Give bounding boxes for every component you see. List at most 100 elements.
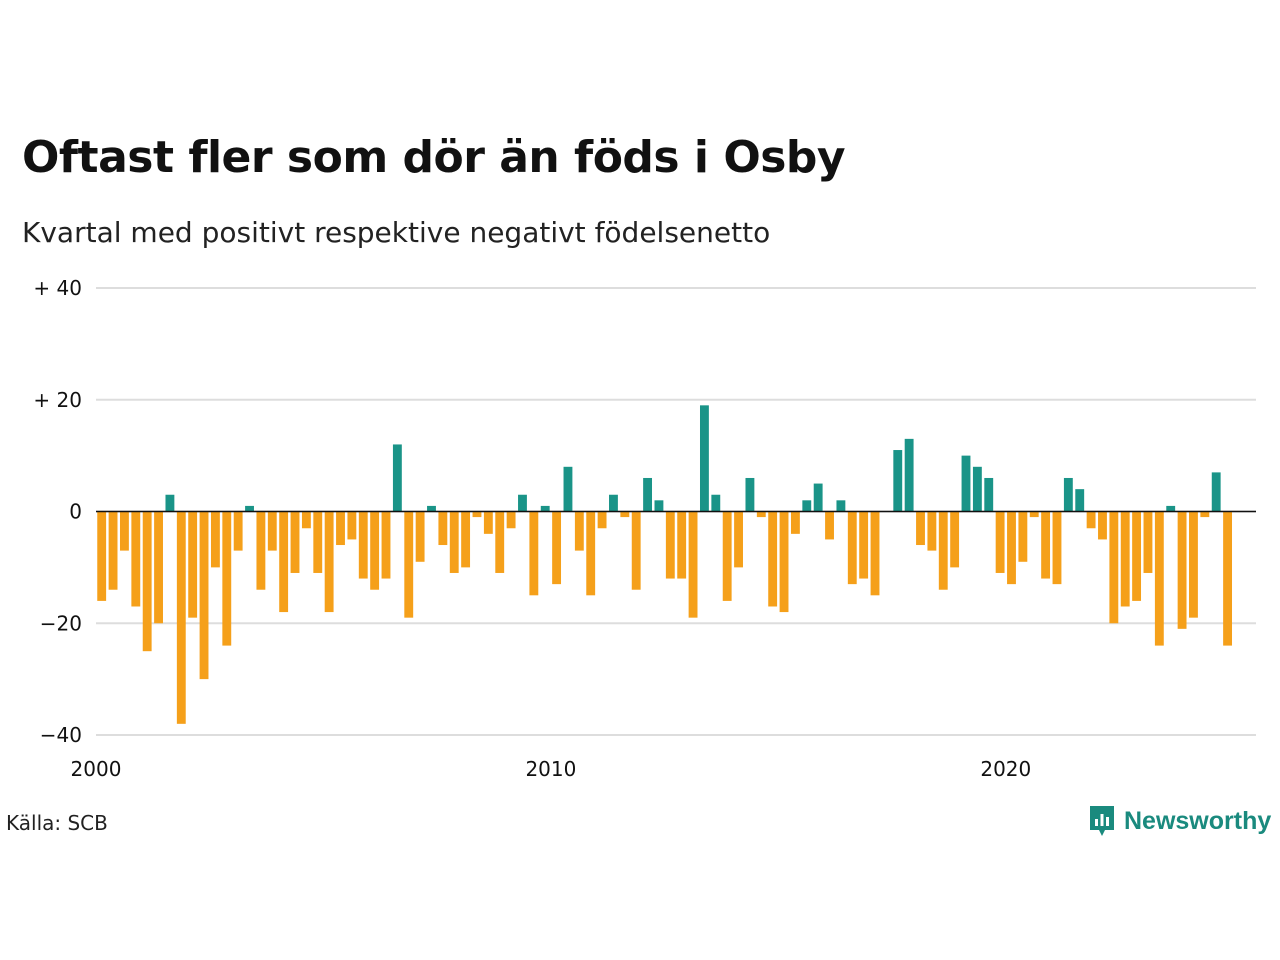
- bar: [415, 511, 425, 562]
- bar: [1052, 511, 1062, 585]
- bars: [97, 405, 1233, 724]
- bar: [995, 511, 1005, 573]
- bar: [938, 511, 948, 590]
- bar: [1109, 511, 1119, 624]
- bar: [188, 511, 198, 618]
- chart-title: Oftast fler som dör än föds i Osby: [22, 132, 846, 183]
- source-note: Källa: SCB: [6, 811, 108, 835]
- bar: [916, 511, 925, 546]
- bar: [688, 511, 698, 618]
- bar: [825, 511, 834, 540]
- bar: [438, 511, 448, 546]
- bar: [483, 511, 493, 534]
- bar: [461, 511, 471, 568]
- bar: [1063, 477, 1073, 512]
- x-tick-label: 2010: [525, 757, 576, 781]
- bar: [984, 477, 994, 512]
- bar: [802, 500, 812, 512]
- bar: [313, 511, 323, 573]
- bar: [847, 511, 857, 585]
- bar: [449, 511, 459, 573]
- bar: [790, 511, 800, 534]
- bar: [643, 477, 653, 512]
- brand-logo: Newsworthy: [1088, 804, 1271, 838]
- bar: [722, 511, 732, 601]
- bar: [358, 511, 368, 579]
- bar: [574, 511, 584, 551]
- bar: [165, 494, 175, 512]
- bar: [620, 511, 630, 518]
- bar: [1120, 511, 1130, 607]
- x-tick-label: 2000: [71, 757, 122, 781]
- bar: [813, 483, 823, 512]
- bar-chart: + 40 + 20 0 −20 −40 2000 2010 2020: [33, 276, 1256, 781]
- bar: [563, 466, 573, 512]
- bar: [256, 511, 266, 590]
- bar: [1018, 511, 1028, 562]
- bar: [711, 494, 721, 512]
- bar: [154, 511, 163, 624]
- bar: [290, 511, 300, 573]
- bar: [495, 511, 505, 573]
- bar: [859, 511, 869, 579]
- bar: [506, 511, 516, 529]
- bar: [779, 511, 789, 613]
- bar: [756, 511, 766, 518]
- bar: [699, 405, 709, 512]
- bar: [1211, 472, 1221, 512]
- bar: [1098, 511, 1107, 540]
- bar: [1007, 511, 1016, 585]
- bar: [1086, 511, 1096, 529]
- bar: [745, 477, 755, 512]
- x-tick-label: 2020: [980, 757, 1031, 781]
- bar: [267, 511, 277, 551]
- bar: [245, 505, 254, 512]
- bar: [540, 505, 550, 512]
- x-axis-labels: 2000 2010 2020: [71, 757, 1032, 781]
- bar: [1041, 511, 1051, 579]
- bar: [893, 450, 903, 512]
- bar: [119, 511, 129, 551]
- bar: [552, 511, 562, 585]
- bar: [472, 511, 482, 518]
- bar: [279, 511, 289, 613]
- y-tick-label: + 20: [33, 388, 82, 412]
- bar: [768, 511, 778, 607]
- bar: [324, 511, 334, 613]
- bar: [199, 511, 209, 680]
- bar: [529, 511, 539, 596]
- bar: [233, 511, 243, 551]
- brand-name: Newsworthy: [1124, 806, 1272, 835]
- bar: [404, 511, 414, 618]
- bar: [972, 466, 982, 512]
- bar: [370, 511, 380, 590]
- bar: [677, 511, 687, 579]
- bar: [734, 511, 743, 568]
- y-tick-label: + 40: [33, 276, 82, 300]
- bar: [108, 511, 118, 590]
- bar: [1223, 511, 1233, 646]
- y-axis-labels: + 40 + 20 0 −20 −40: [33, 276, 82, 747]
- bar: [1143, 511, 1153, 573]
- bar: [97, 511, 107, 601]
- bar: [961, 455, 971, 512]
- bar: [1200, 511, 1210, 518]
- bar: [654, 500, 664, 512]
- bar: [210, 511, 220, 568]
- bar: [1166, 505, 1176, 512]
- bar: [586, 511, 596, 596]
- bar: [381, 511, 391, 579]
- bar: [131, 511, 141, 607]
- bar: [631, 511, 641, 590]
- bar: [518, 494, 527, 512]
- chart-subtitle: Kvartal med positivt respektive negativt…: [22, 216, 771, 249]
- bar: [392, 444, 402, 512]
- bar: [347, 511, 357, 540]
- bar: [1154, 511, 1164, 646]
- newsworthy-logo-icon: [1090, 806, 1114, 836]
- bar: [609, 494, 618, 512]
- y-tick-label: −20: [40, 611, 82, 635]
- bar: [904, 438, 914, 512]
- bar: [950, 511, 960, 568]
- bar: [870, 511, 880, 596]
